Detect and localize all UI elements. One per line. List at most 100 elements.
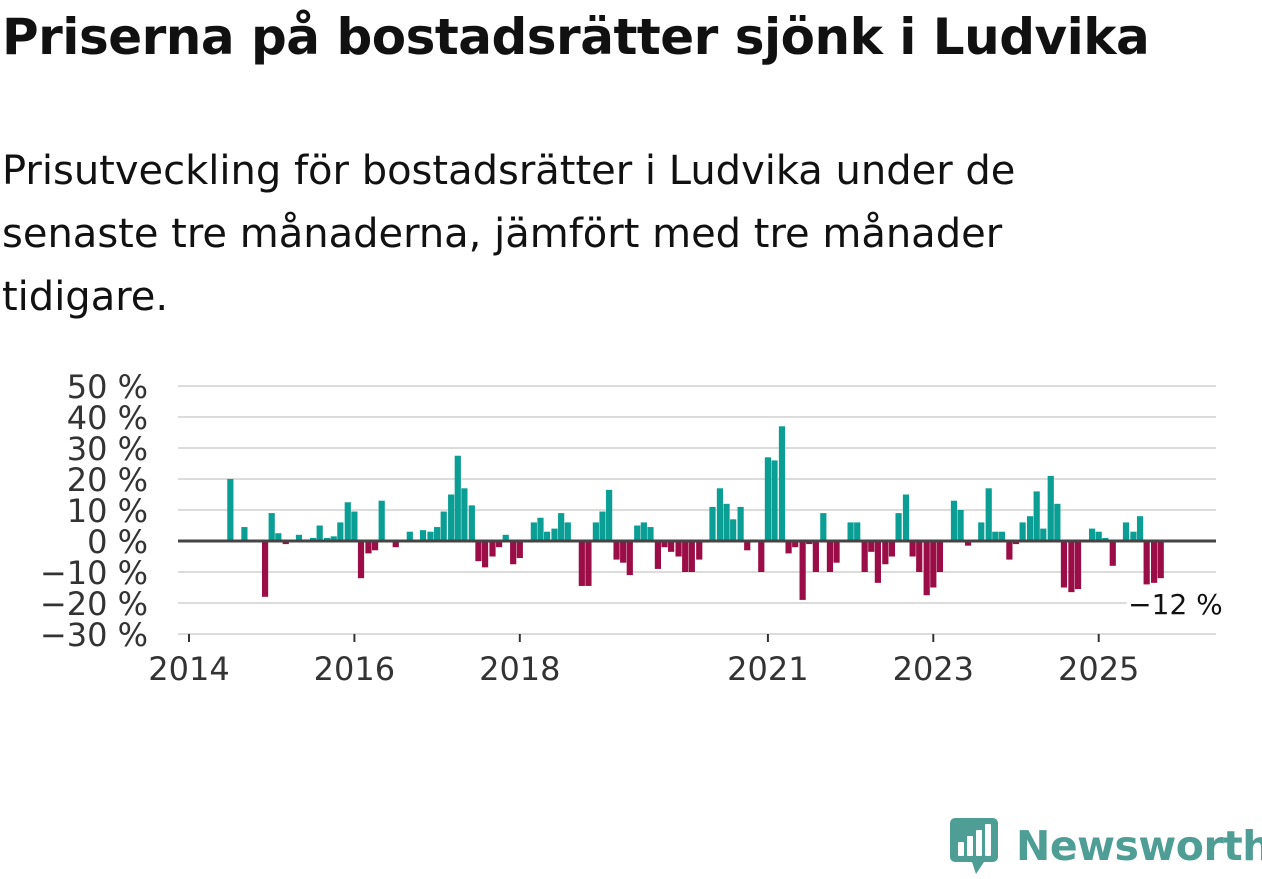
bar: [585, 541, 592, 586]
brand-name: Newsworthy: [1016, 822, 1262, 870]
bar: [1122, 522, 1130, 541]
bar: [744, 541, 751, 551]
bar: [241, 527, 248, 541]
x-tick-label: 2016: [314, 650, 395, 688]
bar: [1006, 541, 1013, 560]
bar: [1102, 537, 1109, 541]
bar: [344, 502, 351, 541]
bar: [696, 541, 703, 560]
bar: [406, 531, 413, 541]
bar: [489, 541, 496, 557]
bar: [785, 541, 792, 554]
bar: [634, 525, 641, 541]
bar: [1068, 541, 1075, 593]
bar: [592, 522, 599, 541]
bar: [564, 522, 571, 541]
bar: [654, 541, 662, 569]
bar: [427, 531, 434, 541]
y-tick-label: 0 %: [87, 523, 148, 561]
bar: [1054, 503, 1061, 541]
bar: [868, 541, 875, 552]
bar: [365, 541, 372, 554]
x-tick-label: 2018: [479, 650, 560, 688]
bar-chart: −30 %−20 %−10 %0 %10 %20 %30 %40 %50 % 2…: [40, 368, 1227, 688]
y-tick-label: 10 %: [67, 492, 148, 530]
bar: [661, 541, 668, 548]
bar: [847, 522, 854, 541]
bar: [613, 541, 620, 560]
bar: [496, 541, 503, 548]
bar: [985, 488, 992, 541]
bar: [461, 488, 468, 541]
bar: [709, 506, 716, 541]
bar: [964, 541, 972, 546]
bar: [930, 541, 937, 588]
bar: [957, 510, 964, 541]
bar: [950, 500, 958, 541]
bar: [936, 541, 944, 572]
bar: [1109, 541, 1116, 566]
bar: [324, 537, 331, 541]
y-tick-label: 40 %: [67, 399, 148, 437]
bar: [357, 541, 365, 579]
bar: [558, 513, 565, 541]
bar: [626, 541, 633, 576]
bar: [1095, 531, 1102, 541]
chart-subtitle: Prisutveckling för bostadsrätter i Ludvi…: [2, 148, 1016, 320]
bar: [530, 522, 537, 541]
bar: [909, 541, 916, 557]
annotation: −12 %: [1126, 586, 1227, 622]
x-tick-label: 2023: [893, 650, 974, 688]
bar: [1040, 528, 1047, 541]
bar: [316, 525, 323, 541]
bar: [337, 522, 344, 541]
bar: [799, 541, 806, 600]
bar: [1047, 475, 1054, 541]
bar: [826, 541, 834, 572]
bar: [275, 533, 282, 541]
bar: [730, 519, 737, 541]
bar: [978, 522, 985, 541]
bar: [895, 513, 902, 541]
bar: [916, 541, 923, 572]
bar: [640, 522, 647, 541]
bar: [1130, 531, 1137, 541]
x-tick-label: 2021: [727, 650, 808, 688]
bar: [537, 517, 544, 541]
bar: [923, 541, 930, 596]
bar: [371, 541, 379, 551]
annotation-background: [1126, 586, 1227, 622]
bar: [378, 500, 385, 541]
bar: [854, 522, 861, 541]
bar: [481, 541, 489, 568]
bar: [1157, 541, 1164, 579]
bars: [227, 426, 1164, 600]
bar: [812, 541, 819, 572]
x-tick-label: 2025: [1058, 650, 1139, 688]
bar: [295, 534, 303, 541]
bar: [419, 530, 427, 541]
y-tick-label: −20 %: [40, 585, 148, 623]
bar: [578, 541, 585, 586]
y-tick-label: 20 %: [67, 461, 148, 499]
bar: [440, 511, 447, 541]
bar: [778, 426, 786, 541]
chart-title: Priserna på bostadsrätter sjönk i Ludvik…: [2, 8, 1150, 66]
bar: [282, 541, 289, 545]
bar: [510, 541, 517, 565]
newsworthy-logo: Newsworthy: [950, 818, 1262, 874]
y-tick-label: −10 %: [40, 554, 148, 592]
bar: [351, 511, 358, 541]
bar: [675, 541, 682, 557]
bar: [1088, 528, 1096, 541]
bar: [434, 527, 441, 541]
bar: [551, 528, 558, 541]
bar: [1151, 541, 1158, 583]
y-tick-label: 30 %: [67, 430, 148, 468]
bar: [454, 455, 461, 541]
x-axis: 2014 2016 2018 2021 2023 2025: [148, 633, 1216, 688]
bar: [468, 505, 475, 541]
y-tick-label: −30 %: [40, 616, 148, 654]
bar: [668, 541, 675, 552]
bar: [647, 527, 654, 541]
